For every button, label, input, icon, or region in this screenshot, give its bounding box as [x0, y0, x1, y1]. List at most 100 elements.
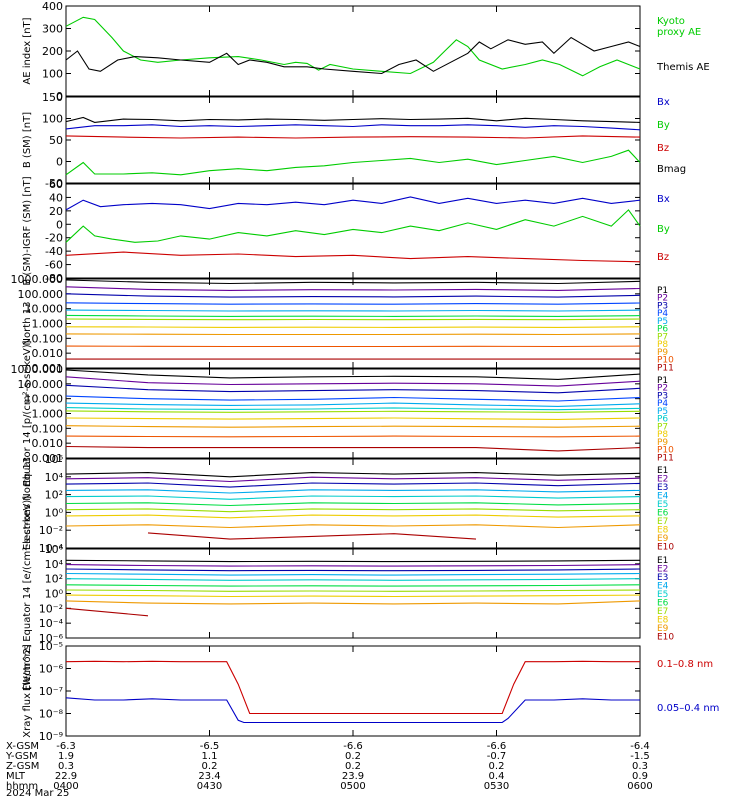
series-line: [66, 590, 640, 591]
y-tick-label: 0: [56, 218, 63, 231]
y-tick-label: 10²: [45, 489, 63, 502]
legend-label: Bz: [657, 143, 669, 154]
y-tick-label: 10⁻⁴: [39, 617, 64, 630]
series-line: [66, 310, 640, 311]
panel-frame: [66, 279, 640, 368]
series-line: [66, 436, 640, 437]
ephemeris-value: 0530: [484, 781, 509, 792]
y-tick-label: -20: [45, 232, 63, 245]
y-tick-label: 1000.000: [11, 273, 64, 286]
y-tick-label: 100: [42, 68, 63, 81]
panel-frame: [66, 549, 640, 638]
series-line: [66, 396, 640, 401]
y-tick-label: 20: [49, 205, 63, 218]
series-line: [66, 319, 640, 320]
series-line: [66, 38, 640, 74]
ephemeris-value: 0430: [197, 781, 222, 792]
series-line: [148, 533, 476, 539]
series-line: [66, 426, 640, 428]
y-tick-label: 1.000: [32, 318, 64, 331]
y-tick-label: 10⁶: [45, 453, 64, 466]
series-line: [66, 118, 640, 123]
legend-label: Themis AE: [656, 62, 710, 73]
series-line: [66, 252, 640, 262]
series-line: [66, 579, 640, 581]
series-line: [66, 377, 640, 386]
y-tick-label: 50: [49, 134, 63, 147]
series-line: [66, 515, 640, 518]
y-tick-label: 40: [49, 191, 63, 204]
y-tick-label: 10⁻⁶: [39, 663, 64, 676]
legend-label: P11: [657, 453, 674, 463]
y-tick-label: 10⁻²: [39, 602, 63, 615]
series-line: [66, 574, 640, 576]
legend-label: By: [657, 120, 670, 131]
series-line: [66, 595, 640, 596]
series-line: [66, 601, 640, 604]
series-line: [66, 496, 640, 499]
y-tick-label: 150: [42, 91, 63, 104]
series-line: [66, 490, 640, 493]
series-line: [66, 411, 640, 412]
series-line: [66, 287, 640, 291]
y-tick-label: 0.100: [32, 332, 64, 345]
panel-frame: [66, 97, 640, 183]
y-tick-label: 10⁴: [45, 471, 64, 484]
y-tick-label: -60: [45, 259, 63, 272]
y-tick-label: 10⁶: [45, 543, 64, 556]
y-tick-label: 10⁻²: [39, 524, 63, 537]
series-line: [66, 503, 640, 506]
legend-label: Bx: [657, 194, 670, 205]
y-axis-label: B (SM) [nT]: [22, 112, 33, 168]
series-line: [66, 560, 640, 561]
series-line: [66, 303, 640, 304]
series-line: [66, 136, 640, 138]
y-tick-label: 10⁰: [45, 588, 64, 601]
y-tick-label: 0.010: [32, 437, 64, 450]
legend-label: Kyoto: [657, 16, 685, 27]
legend-label: proxy AE: [657, 27, 701, 38]
series-line: [66, 608, 148, 616]
legend-label: Bmag: [657, 164, 686, 175]
y-tick-label: 10⁻⁷: [39, 685, 63, 698]
series-line: [66, 197, 640, 210]
y-tick-label: 10⁻⁵: [39, 640, 63, 653]
series-line: [66, 150, 640, 175]
y-tick-label: 100: [42, 113, 63, 126]
panel-frame: [66, 6, 640, 96]
y-tick-label: 400: [42, 0, 63, 13]
y-axis-label: B (SM)-IGRF (SM) [nT]: [22, 176, 33, 285]
ephemeris-value: 0600: [627, 781, 652, 792]
legend-label: E10: [657, 632, 674, 642]
panel-frame: [66, 184, 640, 278]
y-tick-label: -40: [45, 245, 63, 258]
series-line: [66, 210, 640, 242]
series-line: [66, 327, 640, 328]
series-line: [66, 334, 640, 335]
y-tick-label: 100.000: [18, 288, 64, 301]
series-line: [66, 447, 640, 451]
y-tick-label: 10⁻⁸: [39, 708, 64, 721]
y-tick-label: 10⁴: [45, 558, 64, 571]
y-tick-label: 0.010: [32, 347, 64, 360]
series-line: [66, 315, 640, 316]
series-line: [66, 408, 640, 410]
y-tick-label: 200: [42, 45, 63, 58]
series-line: [66, 509, 640, 512]
y-tick-label: 1.000: [32, 408, 64, 421]
legend-label: Bx: [657, 97, 670, 108]
legend-label: E10: [657, 542, 674, 552]
legend-label: By: [657, 224, 670, 235]
series-line: [66, 17, 640, 76]
series-line: [66, 125, 640, 130]
legend-label: 0.05–0.4 nm: [657, 703, 719, 714]
y-axis-label: AE index [nT]: [22, 17, 33, 84]
series-line: [66, 525, 640, 528]
y-tick-label: 0: [56, 156, 63, 169]
series-line: [66, 661, 640, 713]
series-line: [66, 698, 640, 723]
legend-label: Bz: [657, 252, 669, 263]
y-tick-label: 300: [42, 23, 63, 36]
